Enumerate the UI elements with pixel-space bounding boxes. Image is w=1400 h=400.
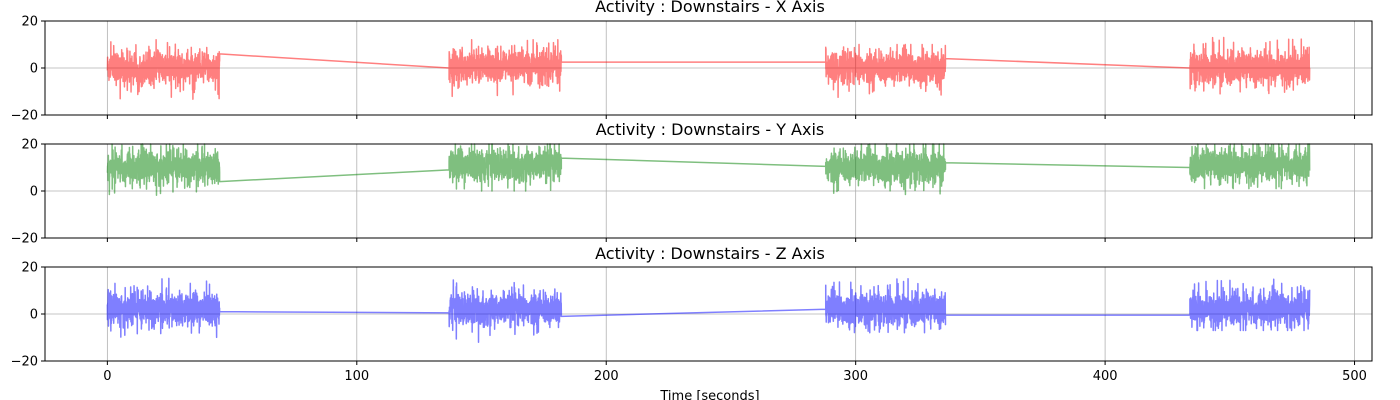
y-tick-label: 20 bbox=[21, 138, 38, 153]
y-tick-label: 0 bbox=[30, 185, 38, 200]
y-tick-label: 20 bbox=[21, 261, 38, 276]
series-line bbox=[106, 277, 1311, 343]
y-tick-label: −20 bbox=[11, 232, 38, 247]
x-axis-panel: Activity : Downstairs - X Axis 20 0 −20 bbox=[11, 0, 1373, 124]
x-tick-label: 100 bbox=[344, 369, 369, 384]
y-tick-label: 20 bbox=[21, 15, 38, 30]
series-line bbox=[106, 143, 1311, 197]
y-tick-label: 0 bbox=[30, 308, 38, 323]
x-axis-label: Time [seconds] bbox=[659, 389, 759, 400]
y-tick-label: −20 bbox=[11, 355, 38, 370]
x-tick-label: 300 bbox=[843, 369, 868, 384]
y-tick-label: −20 bbox=[11, 109, 38, 124]
y-axis-panel-title: Activity : Downstairs - Y Axis bbox=[596, 120, 825, 139]
x-tick-label: 400 bbox=[1093, 369, 1118, 384]
z-axis-panel: Activity : Downstairs - Z Axis Time [sec… bbox=[11, 244, 1373, 400]
z-axis-panel-title: Activity : Downstairs - Z Axis bbox=[595, 244, 825, 263]
y-axis-panel: Activity : Downstairs - Y Axis 20 0 −20 bbox=[11, 120, 1373, 247]
x-axis-panel-title: Activity : Downstairs - X Axis bbox=[595, 0, 825, 16]
x-tick-label: 0 bbox=[103, 369, 111, 384]
x-tick-label: 200 bbox=[594, 369, 619, 384]
series-line bbox=[106, 36, 1311, 100]
y-tick-label: 0 bbox=[30, 62, 38, 77]
x-tick-label: 500 bbox=[1342, 369, 1367, 384]
